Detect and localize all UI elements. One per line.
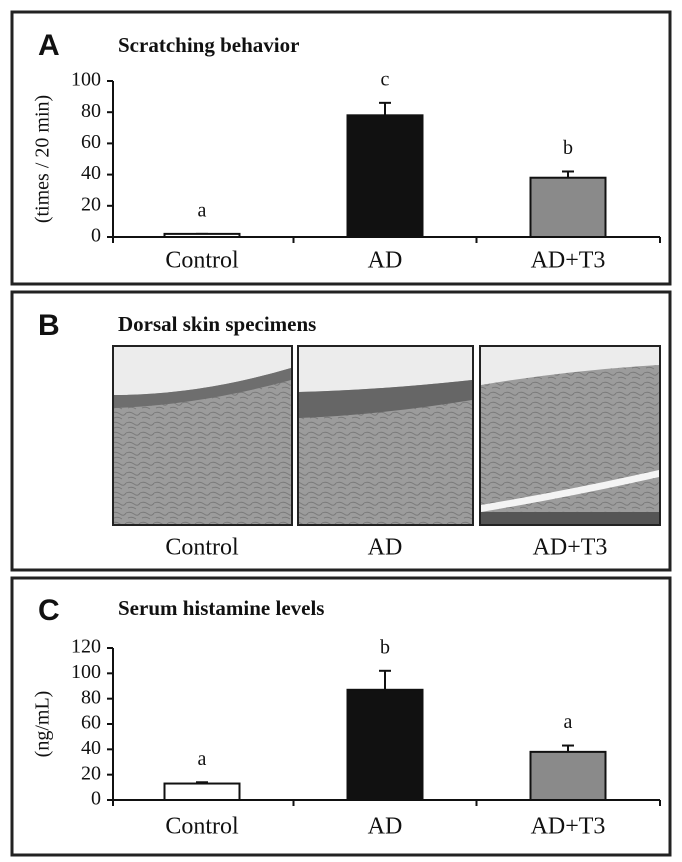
significance-label: b (563, 137, 573, 159)
y-tick-label: 120 (71, 636, 101, 658)
y-axis-label: (ng/mL) (32, 691, 54, 758)
x-tick-label: Control (165, 814, 239, 840)
panel-label: B (38, 309, 60, 342)
y-axis-label: (times / 20 min) (32, 95, 54, 223)
significance-label: a (564, 711, 573, 733)
x-tick-label: Control (165, 248, 239, 274)
image-caption: Control (165, 535, 239, 561)
bar (346, 114, 424, 238)
y-tick-label: 0 (91, 788, 101, 810)
bar (529, 750, 607, 801)
bar (163, 782, 241, 801)
panel-label: A (38, 29, 60, 62)
panel-a-frame (10, 10, 672, 286)
significance-label: a (198, 748, 207, 770)
significance-label: b (380, 636, 390, 658)
x-tick-label: AD+T3 (531, 814, 606, 840)
panel-label: C (38, 594, 60, 627)
panel-c-frame (10, 576, 672, 857)
micrograph (479, 345, 661, 526)
y-tick-label: 20 (81, 762, 101, 784)
y-tick-label: 20 (81, 193, 101, 215)
y-tick-label: 60 (81, 131, 101, 153)
x-tick-label: AD (368, 248, 403, 274)
bar (163, 232, 241, 239)
y-tick-label: 80 (81, 686, 101, 708)
x-tick-label: AD+T3 (531, 248, 606, 274)
y-tick-label: 100 (71, 661, 101, 683)
image-caption: AD (368, 535, 403, 561)
chart-title: Serum histamine levels (118, 596, 324, 620)
panel-title: Dorsal skin specimens (118, 312, 316, 336)
y-tick-label: 60 (81, 712, 101, 734)
y-tick-label: 0 (91, 225, 101, 247)
y-tick-label: 80 (81, 100, 101, 122)
y-tick-label: 40 (81, 162, 101, 184)
significance-label: a (198, 199, 207, 221)
y-tick-label: 100 (71, 69, 101, 91)
bar (346, 688, 424, 801)
panel-b-frame (10, 290, 672, 572)
image-caption: AD+T3 (533, 535, 608, 561)
significance-label: c (381, 68, 390, 90)
x-tick-label: AD (368, 814, 403, 840)
micrograph (112, 345, 293, 526)
y-tick-label: 40 (81, 737, 101, 759)
micrograph (297, 345, 474, 526)
chart-title: Scratching behavior (118, 33, 299, 57)
bar (529, 176, 607, 238)
